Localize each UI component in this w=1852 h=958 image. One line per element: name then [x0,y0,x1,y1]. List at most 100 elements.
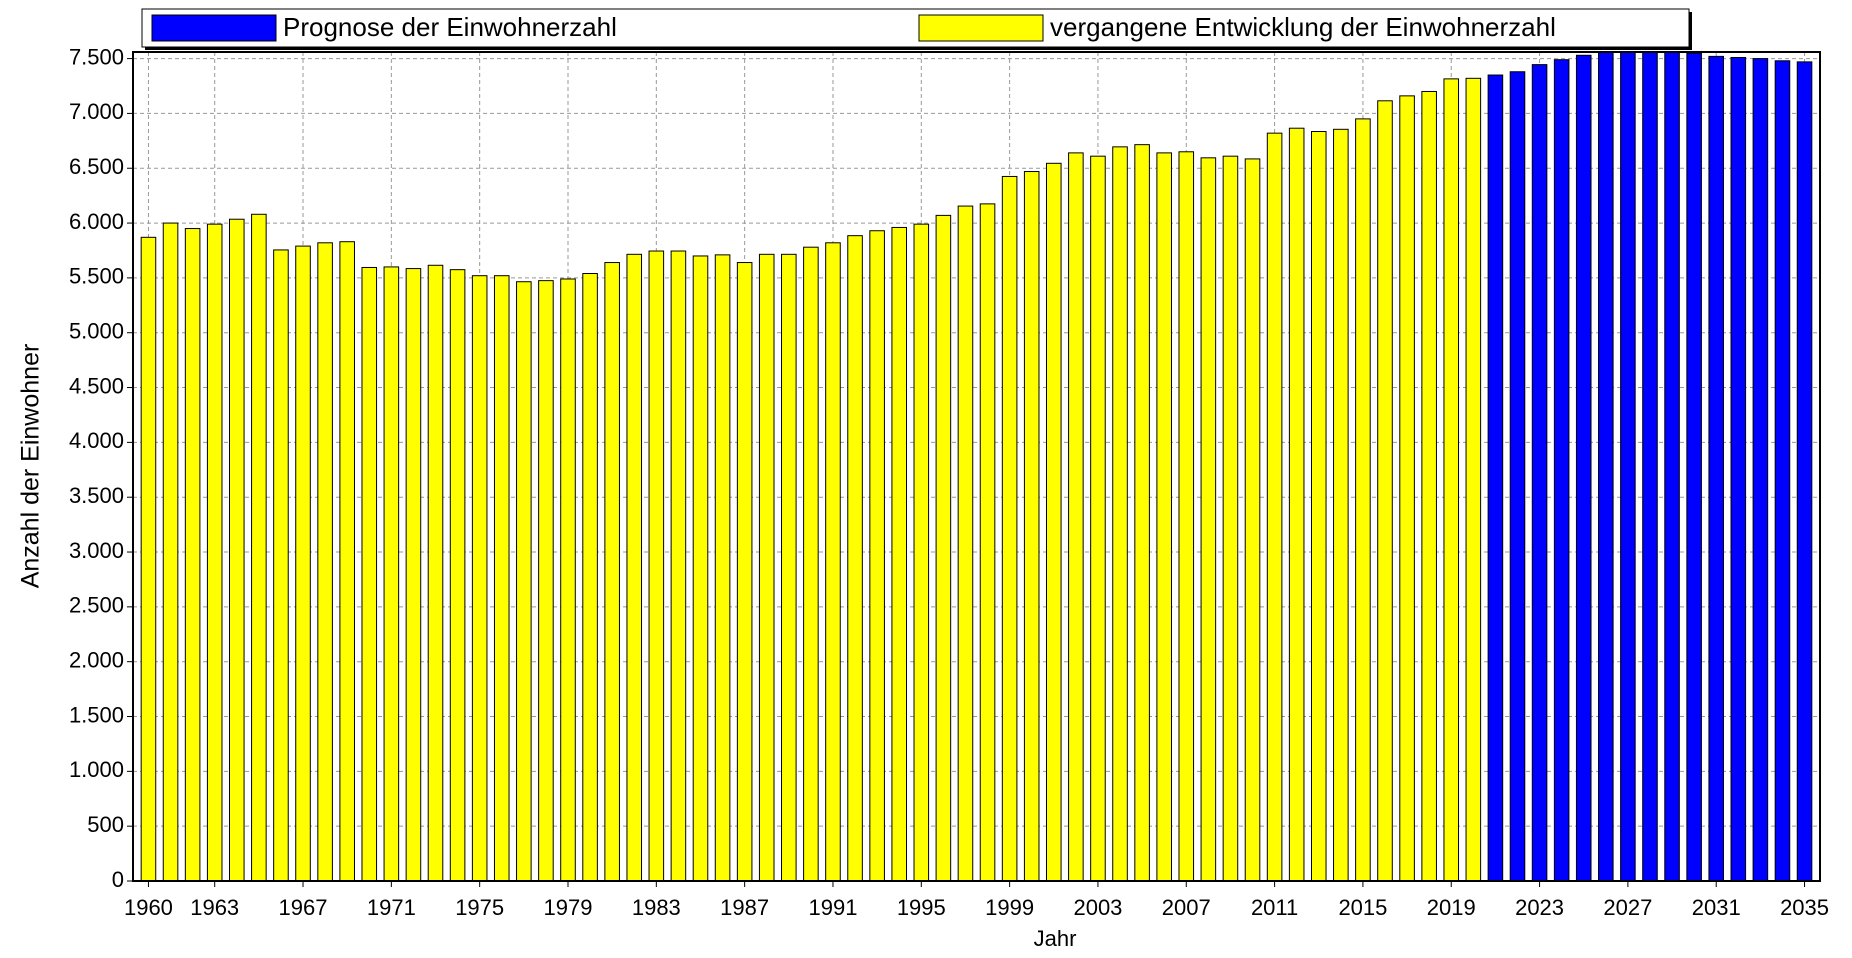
x-tick-label: 1963 [190,895,239,920]
bar [140,236,157,881]
bar [979,203,996,881]
bar [1620,52,1636,881]
x-tick-label: 2003 [1073,895,1122,920]
bar [361,266,378,881]
bar [1288,127,1305,881]
legend: Prognose der Einwohnerzahl vergangene Ent… [141,8,1690,48]
y-tick-label: 6.000 [69,209,124,234]
bar [582,273,598,881]
x-tick-label: 2023 [1515,895,1564,920]
bar [869,230,885,881]
x-tick-label: 2031 [1692,895,1741,920]
bar [228,218,245,881]
y-tick-label: 7.000 [69,99,124,124]
bar [1774,60,1791,881]
bar [206,223,223,881]
x-tick-label: 1967 [279,895,328,920]
legend-box [141,8,1690,48]
legend-label: Prognose der Einwohnerzahl [283,12,617,42]
x-tick-label: 2011 [1251,895,1298,920]
bar [273,249,289,881]
bar [1708,55,1725,881]
bar [714,254,731,881]
bar [1310,131,1327,881]
bar [449,269,466,881]
y-tick-label: 5.500 [69,264,124,289]
bar [825,242,841,881]
x-tick-label: 2015 [1338,895,1387,920]
bar [1001,175,1018,881]
y-tick-label: 500 [87,812,124,837]
bar [1045,162,1062,881]
y-tick-label: 4.000 [69,428,124,453]
bar [1730,56,1747,881]
bar [1487,74,1504,881]
legend-swatch [918,14,1044,42]
bar [427,264,444,881]
x-tick-label: 1991 [808,895,857,920]
bar [538,280,554,881]
bar [1752,58,1769,881]
bar [1399,95,1415,881]
bar [626,253,643,881]
x-tick-label: 1995 [897,895,946,920]
x-tick-label: 1987 [720,895,769,920]
bar [1200,157,1217,881]
bar [1686,52,1702,881]
x-tick-label: 1975 [455,895,504,920]
bar [383,266,400,881]
y-tick-label: 3.000 [69,538,124,563]
x-tick-label: 1979 [544,895,593,920]
bar [781,253,797,881]
y-tick-label: 1.000 [69,757,124,782]
bar [1465,77,1482,881]
bar [1421,90,1437,881]
y-tick-label: 4.500 [69,373,124,398]
bar [1023,171,1040,881]
x-tick-label: 1983 [632,895,681,920]
plot-frame [132,51,1821,882]
y-tick-label: 2.500 [69,593,124,618]
bar [648,250,665,881]
bar [1244,158,1261,881]
bar [1222,155,1239,881]
bar [162,222,179,881]
y-tick-label: 6.500 [69,154,124,179]
bar [692,255,709,881]
y-tick-label: 1.500 [69,702,124,727]
bar [1112,146,1128,881]
bar [1090,155,1106,881]
bar [516,281,532,881]
bar [1598,52,1614,881]
bar [758,253,775,881]
x-tick-label: 2019 [1427,895,1476,920]
bar [1796,61,1813,881]
bar [1642,52,1658,881]
bar [493,275,510,881]
bar [560,278,576,881]
bar [1443,78,1460,881]
bar [1531,64,1548,881]
bar [1575,54,1592,881]
bar [184,228,201,881]
bar [1377,100,1393,881]
bar [1068,152,1084,881]
bar [1333,128,1349,881]
bar [604,262,620,881]
bar [957,205,974,881]
bar [891,226,908,881]
bar [847,235,863,881]
bar [317,242,333,881]
bar [1355,118,1371,881]
bar [913,223,930,881]
y-tick-label: 5.000 [69,319,124,344]
bar [1553,59,1570,881]
bar [736,262,753,881]
bar [251,213,267,881]
bar [295,245,311,881]
x-tick-label: 1971 [367,895,416,920]
bar [405,268,422,881]
bar [803,246,819,881]
